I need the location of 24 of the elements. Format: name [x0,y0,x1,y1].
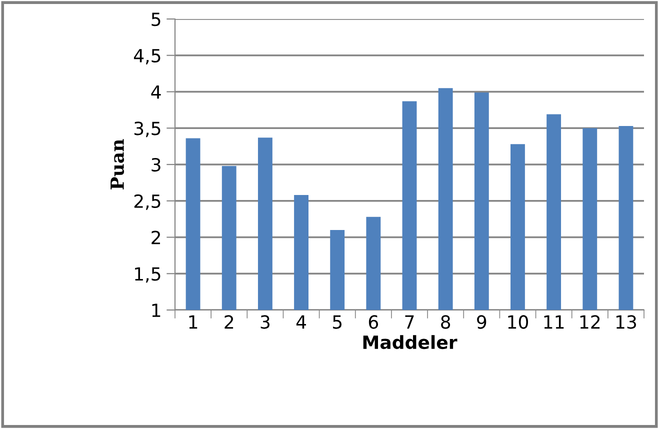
y-tick-label: 5 [152,12,160,26]
x-tick-label: 7 [405,315,414,329]
x-tick-label: 11 [544,315,564,329]
x-axis-title: Maddeler [363,335,458,350]
y-tick-label: 4 [151,85,161,99]
y-tick-label: 1 [152,304,160,317]
x-tick-label: 2 [224,315,234,329]
x-tick-label: 6 [368,315,378,329]
y-tick-label: 3 [152,158,160,172]
x-tick-label: 13 [616,315,636,329]
y-axis-title: Puan [110,139,124,190]
y-tick-label: 3,5 [134,122,160,138]
x-tick-label: 3 [260,315,270,329]
x-tick-label: 1 [189,315,198,329]
x-tick-label: 10 [508,315,528,329]
x-tick-label: 4 [296,315,306,329]
y-tick-label: 2,5 [134,194,160,210]
y-tick-label: 4,5 [134,49,160,64]
x-tick-label: 5 [332,315,342,329]
x-tick-label: 8 [441,315,450,329]
x-tick-label: 12 [580,315,600,329]
y-tick-label: 2 [152,230,160,244]
y-tick-label: 1,5 [135,267,160,283]
x-tick-label: 9 [477,315,486,329]
